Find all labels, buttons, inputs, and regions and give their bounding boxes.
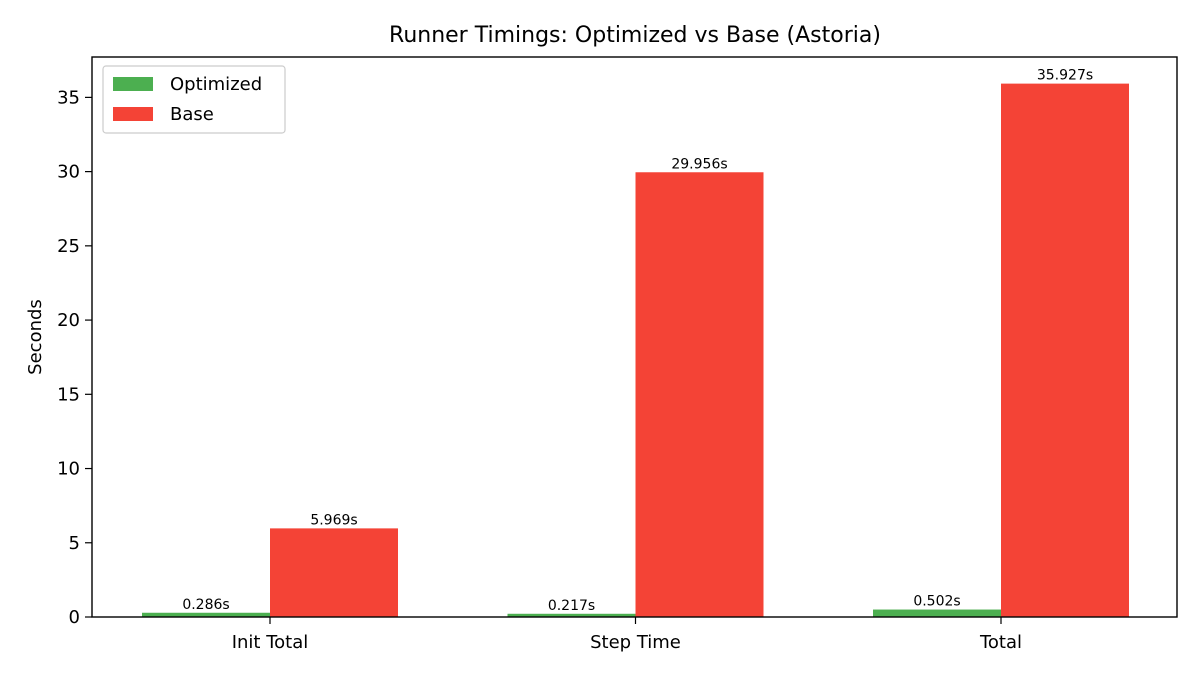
y-tick-label: 10 bbox=[57, 459, 80, 480]
bar-optimized bbox=[507, 613, 636, 617]
y-tick-label: 35 bbox=[57, 87, 80, 108]
y-tick-label: 25 bbox=[57, 236, 80, 257]
legend-swatch-optimized bbox=[113, 77, 153, 91]
bar-value-label: 0.286s bbox=[182, 597, 229, 613]
bar-value-labels: 0.286s 5.969s 0.217s 29.956s 0.502s 35.927s bbox=[182, 68, 1093, 614]
chart-title: Runner Timings: Optimized vs Base (Astor… bbox=[389, 23, 881, 48]
plot-frame bbox=[91, 56, 1178, 618]
legend: Optimized Base bbox=[102, 65, 286, 134]
bar-value-label: 35.927s bbox=[1037, 68, 1093, 84]
bar-value-label: 5.969s bbox=[310, 512, 357, 528]
legend-label-optimized: Optimized bbox=[170, 74, 262, 95]
y-tick-label: 30 bbox=[57, 162, 80, 183]
bar-optimized bbox=[873, 609, 1001, 617]
legend-label-base: Base bbox=[170, 104, 214, 125]
x-tick-label: Init Total bbox=[232, 632, 309, 653]
x-tick-label: Step Time bbox=[590, 632, 681, 653]
bar-value-label: 0.217s bbox=[548, 598, 595, 614]
bars bbox=[142, 83, 1129, 617]
y-axis-label: Seconds bbox=[25, 299, 46, 375]
y-tick-label: 5 bbox=[69, 533, 80, 554]
bar-value-label: 29.956s bbox=[671, 156, 727, 172]
y-tick-label: 20 bbox=[57, 310, 80, 331]
x-tick-label: Total bbox=[979, 632, 1022, 653]
axis-ticks: 0 5 10 15 20 25 30 35 Init Total Step Time Total bbox=[57, 87, 1022, 653]
bar-base bbox=[1001, 83, 1129, 617]
bar-optimized bbox=[142, 612, 270, 617]
y-tick-label: 0 bbox=[69, 607, 80, 628]
bar-base bbox=[635, 172, 764, 617]
y-tick-label: 15 bbox=[57, 384, 80, 405]
bar-value-label: 0.502s bbox=[913, 594, 960, 610]
bar-base bbox=[270, 528, 398, 617]
legend-swatch-base bbox=[113, 107, 153, 121]
